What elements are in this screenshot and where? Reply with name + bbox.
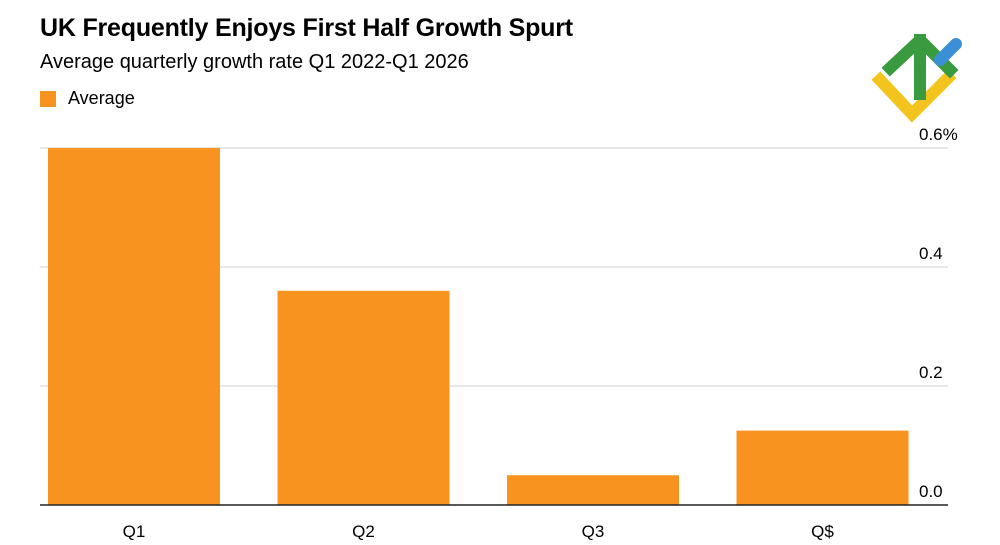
chart-subtitle: Average quarterly growth rate Q1 2022-Q1… bbox=[40, 51, 469, 73]
legend-swatch bbox=[40, 90, 56, 107]
y-tick-label: 0.2 bbox=[919, 363, 943, 382]
x-tick-label: Q2 bbox=[352, 522, 375, 541]
x-tick-label: Q3 bbox=[582, 522, 605, 541]
bar bbox=[277, 290, 450, 505]
x-tick-label: Q1 bbox=[123, 522, 146, 541]
bar bbox=[736, 430, 909, 505]
chart-title: UK Frequently Enjoys First Half Growth S… bbox=[40, 14, 573, 42]
legend-label: Average bbox=[68, 88, 135, 108]
y-tick-label: 0.4 bbox=[919, 244, 943, 263]
x-tick-label: Q$ bbox=[811, 522, 834, 541]
bar bbox=[507, 475, 679, 505]
y-tick-label: 0.0 bbox=[919, 482, 943, 501]
brand-logo-icon bbox=[871, 34, 962, 123]
y-tick-label: 0.6% bbox=[919, 125, 958, 144]
legend: Average bbox=[40, 88, 135, 109]
bar bbox=[48, 148, 220, 505]
